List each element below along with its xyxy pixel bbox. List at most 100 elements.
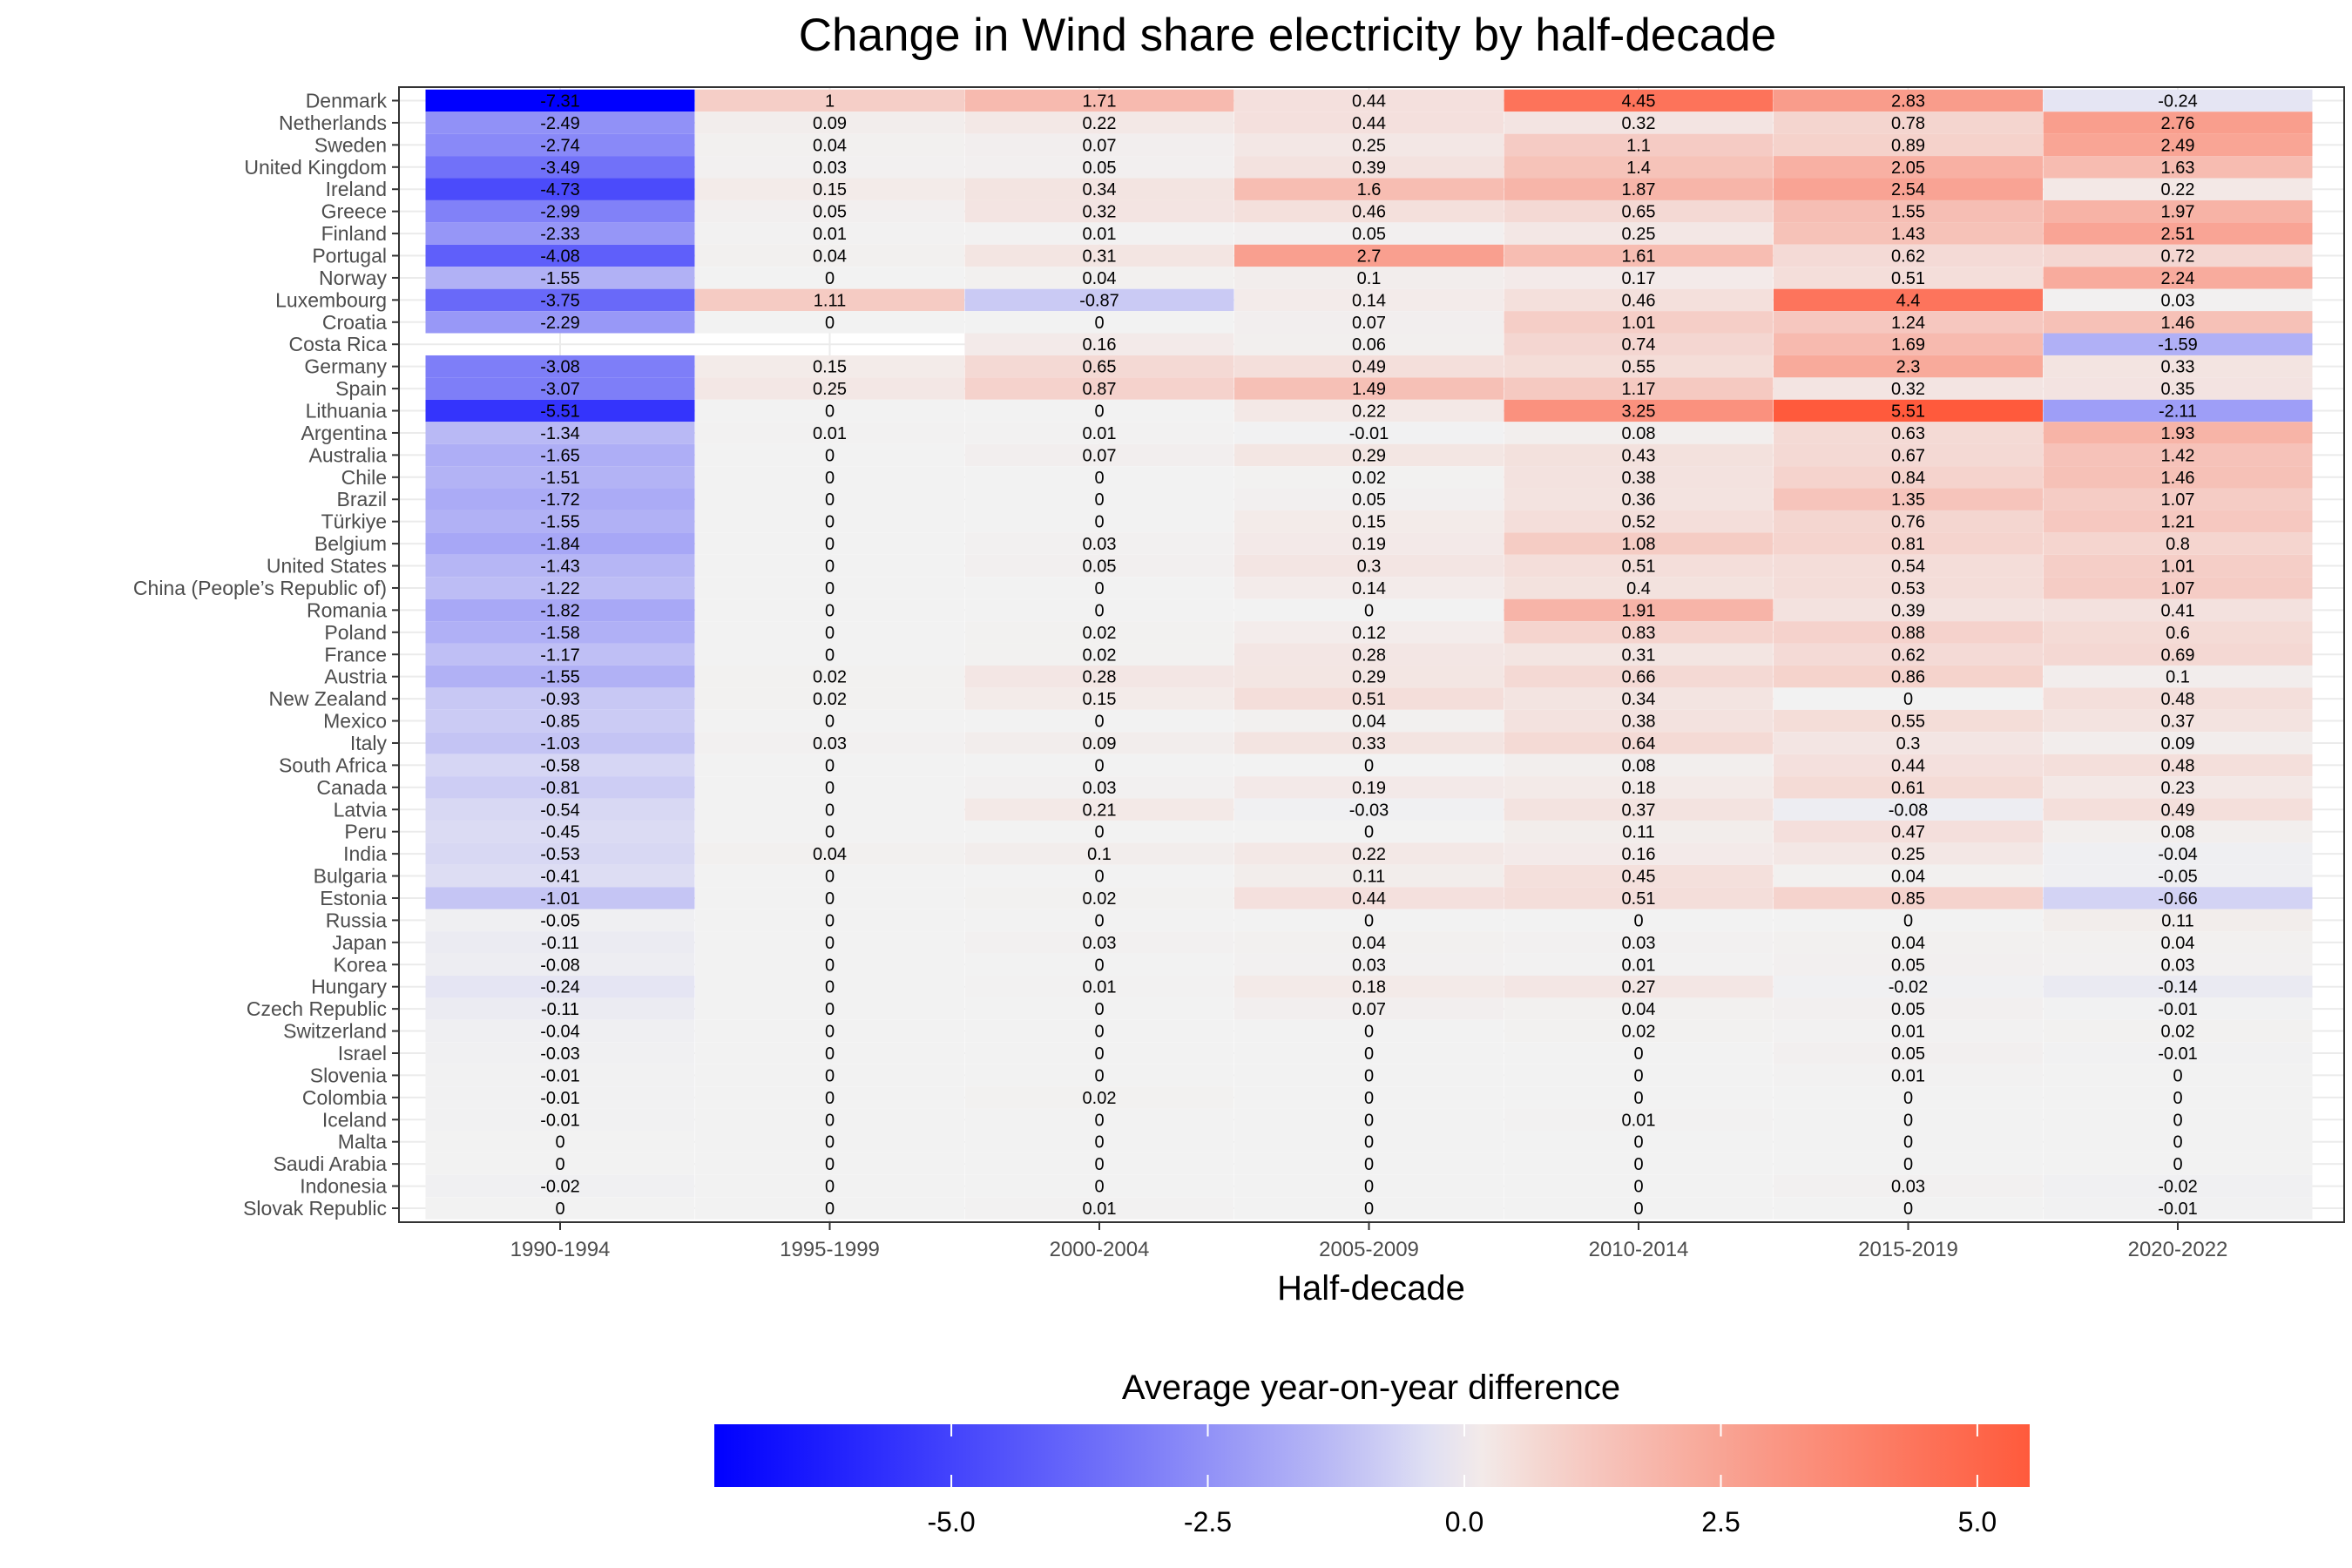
cell-value-label: -1.72 (540, 490, 580, 510)
y-tick-label: Korea (334, 953, 388, 976)
cell-value-label: 0.01 (1891, 1023, 1925, 1042)
cell-value-label: 0.86 (1891, 668, 1925, 687)
cell-value-label: 0 (2173, 1133, 2182, 1152)
heatmap-cell (2043, 422, 2313, 444)
heatmap-cell (1234, 510, 1504, 533)
heatmap-cell (1774, 820, 2043, 843)
heatmap-cell (1504, 355, 1774, 378)
heatmap-cell (1774, 1108, 2043, 1131)
cell-value-label: 0 (1633, 1133, 1643, 1152)
legend-tick-label: 2.5 (1701, 1506, 1740, 1538)
cell-value-label: 0.04 (1891, 934, 1925, 953)
heatmap-cell (695, 244, 964, 267)
heatmap-cell (2043, 244, 2313, 267)
cell-value-label: 1.61 (1622, 247, 1656, 267)
heatmap-cell (425, 1197, 695, 1220)
heatmap-cell (1234, 377, 1504, 400)
heatmap-cell (1504, 443, 1774, 467)
cell-value-label: -1.55 (540, 668, 580, 687)
cell-value-label: 0.37 (2161, 713, 2195, 732)
heatmap-cell (1504, 621, 1774, 644)
heatmap-cell (1234, 776, 1504, 799)
cell-value-label: 0.51 (1622, 558, 1656, 577)
cell-value-label: 2.49 (2161, 136, 2195, 155)
y-tick-label: South Africa (279, 754, 387, 776)
cell-value-label: 0.55 (1891, 713, 1925, 732)
heatmap-cell (1504, 488, 1774, 510)
y-tick-label: Argentina (301, 422, 388, 444)
heatmap-cell (2043, 178, 2313, 200)
cell-value-label: 0 (1364, 1023, 1374, 1042)
heatmap-cell (1774, 842, 2043, 865)
heatmap-cell (2043, 156, 2313, 179)
heatmap-cell (1234, 1131, 1504, 1153)
heatmap-cell (2043, 931, 2313, 954)
cell-value-label: 0.25 (1622, 225, 1656, 244)
cell-value-label: 0.65 (1083, 358, 1117, 377)
y-tick-label: Japan (332, 931, 387, 954)
cell-value-label: 0.4 (1626, 579, 1651, 598)
cell-value-label: 0.1 (1087, 845, 1112, 864)
cell-value-label: 0.04 (1083, 269, 1117, 288)
heatmap-cell (964, 842, 1234, 865)
heatmap-cell (2043, 333, 2313, 355)
x-axis: 1990-1994 1995-1999 2000-2004 2005-2009 2010… (510, 1222, 2227, 1261)
heatmap-cell (964, 222, 1234, 245)
heatmap-cell (1774, 112, 2043, 134)
cell-value-label: 0 (825, 1178, 835, 1197)
heatmap-cell (964, 1131, 1234, 1153)
cell-value-label: 1.46 (2161, 469, 2195, 488)
cell-value-label: -0.81 (540, 779, 580, 798)
heatmap-cell (2043, 466, 2313, 489)
heatmap-cell (1774, 156, 2043, 179)
y-tick-label: Russia (326, 909, 388, 931)
heatmap-cell (1774, 89, 2043, 112)
cell-value-label: 1.08 (1622, 535, 1656, 554)
heatmap-cell (1774, 422, 2043, 444)
legend-color-bar (714, 1424, 2030, 1487)
cell-value-label: -3.49 (540, 159, 580, 178)
heatmap-cell (1234, 222, 1504, 245)
heatmap-cell (1504, 311, 1774, 334)
heatmap-cell (1504, 288, 1774, 312)
cell-value-label: 0.18 (1622, 779, 1656, 798)
cell-value-label: 0.89 (1891, 136, 1925, 155)
heatmap-cell (425, 267, 695, 289)
heatmap-cell (695, 820, 964, 843)
cell-value-label: 1.42 (2161, 446, 2195, 465)
heatmap-cell (695, 976, 964, 998)
heatmap-cell (425, 466, 695, 489)
heatmap-cell (1234, 199, 1504, 223)
cell-value-label: 0.03 (1083, 535, 1117, 554)
cell-value-label: 0.06 (1352, 335, 1386, 355)
cell-value-label: 0.38 (1622, 713, 1656, 732)
cell-value-label: 0.16 (1622, 845, 1656, 864)
heatmap-cell (1234, 532, 1504, 555)
cell-value-label: 0 (825, 889, 835, 909)
heatmap-cell (964, 1108, 1234, 1131)
legend-tick-label: -2.5 (1184, 1506, 1232, 1538)
cell-value-label: 0.17 (1622, 269, 1656, 288)
cell-value-label: -0.11 (541, 934, 579, 953)
heatmap-cell (425, 532, 695, 555)
cell-value-label: 0.22 (1083, 114, 1117, 133)
cell-value-label: 0.07 (1352, 1000, 1386, 1019)
cell-value-label: 0.61 (1891, 779, 1925, 798)
color-legend: Average year-on-year difference -5.0 -2.5… (714, 1369, 2030, 1538)
cell-value-label: 0.44 (1352, 889, 1386, 909)
heatmap-cell (695, 1152, 964, 1175)
cell-value-label: -1.01 (540, 889, 580, 909)
y-tick-label: India (343, 842, 387, 865)
cell-value-label: 0.25 (1352, 136, 1386, 155)
heatmap-cell (964, 267, 1234, 289)
y-tick-label: Peru (344, 821, 387, 843)
y-tick-label: Sweden (314, 133, 387, 156)
cell-value-label: -0.66 (2158, 889, 2198, 909)
heatmap-cell (425, 997, 695, 1020)
heatmap-cell (695, 687, 964, 710)
heatmap-cell (1234, 1197, 1504, 1220)
heatmap-cell (1504, 909, 1774, 932)
cell-value-label: 0.08 (1622, 424, 1656, 443)
y-tick-label: Canada (316, 776, 387, 799)
heatmap-cell (1774, 311, 2043, 334)
